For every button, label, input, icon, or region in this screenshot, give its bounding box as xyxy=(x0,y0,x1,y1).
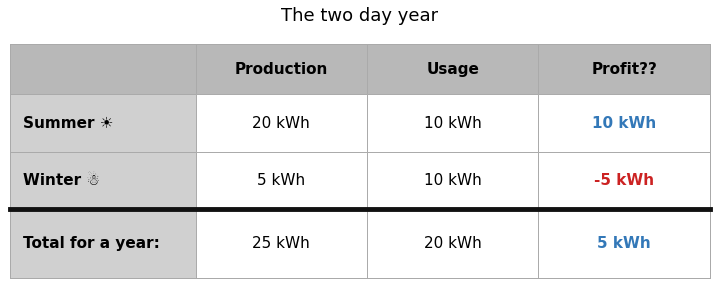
Bar xyxy=(196,44,367,94)
Text: 10 kWh: 10 kWh xyxy=(424,173,482,188)
Text: Winter ☃️: Winter ☃️ xyxy=(23,173,100,188)
Bar xyxy=(539,94,710,152)
Text: 10 kWh: 10 kWh xyxy=(592,115,657,131)
Bar xyxy=(539,44,710,94)
Text: Profit??: Profit?? xyxy=(591,62,657,77)
Bar xyxy=(196,209,367,278)
Text: Usage: Usage xyxy=(426,62,480,77)
Bar xyxy=(10,152,196,209)
Text: -5 kWh: -5 kWh xyxy=(594,173,654,188)
Bar xyxy=(539,152,710,209)
Bar xyxy=(196,152,367,209)
Text: 5 kWh: 5 kWh xyxy=(598,236,651,251)
Bar xyxy=(367,209,539,278)
Text: Total for a year:: Total for a year: xyxy=(23,236,160,251)
Bar xyxy=(367,94,539,152)
Text: 5 kWh: 5 kWh xyxy=(257,173,305,188)
Bar xyxy=(367,152,539,209)
Text: 25 kWh: 25 kWh xyxy=(253,236,310,251)
Text: The two day year: The two day year xyxy=(282,7,438,25)
Text: 20 kWh: 20 kWh xyxy=(424,236,482,251)
Text: Summer ☀️: Summer ☀️ xyxy=(23,115,114,131)
Bar xyxy=(10,209,196,278)
Bar xyxy=(367,44,539,94)
Text: 20 kWh: 20 kWh xyxy=(253,115,310,131)
Text: 10 kWh: 10 kWh xyxy=(424,115,482,131)
Text: Production: Production xyxy=(235,62,328,77)
Bar xyxy=(539,209,710,278)
Bar xyxy=(10,94,196,152)
Bar xyxy=(10,44,196,94)
Bar xyxy=(196,94,367,152)
